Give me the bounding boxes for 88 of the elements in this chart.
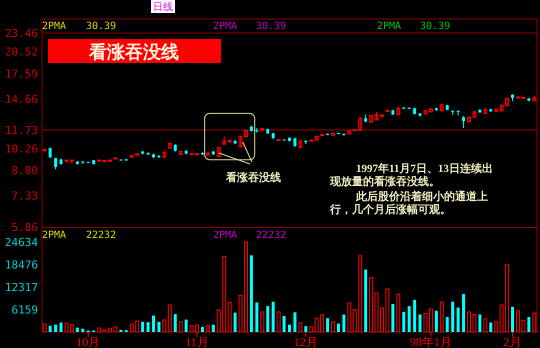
y-tick-label: 8.80 bbox=[12, 164, 38, 178]
bar bbox=[81, 328, 84, 332]
y-tick-label: 17.59 bbox=[4, 67, 38, 80]
x-tick-label: 12月 bbox=[294, 335, 318, 348]
bar bbox=[489, 322, 492, 332]
annotation: 22232 bbox=[256, 230, 286, 241]
text: 看涨吞没线 bbox=[88, 42, 179, 62]
bar bbox=[527, 317, 530, 332]
bar bbox=[440, 302, 444, 332]
bar bbox=[413, 300, 416, 332]
text: 日线 bbox=[153, 1, 173, 13]
candlestick bbox=[48, 146, 52, 158]
bar bbox=[206, 325, 210, 332]
bar bbox=[184, 320, 188, 332]
bar bbox=[391, 304, 394, 332]
bar bbox=[511, 306, 514, 332]
annotation: 22232 bbox=[86, 230, 116, 241]
bar bbox=[54, 324, 58, 332]
candlestick bbox=[216, 146, 221, 158]
bar bbox=[408, 306, 411, 332]
bar bbox=[42, 323, 47, 332]
bar bbox=[462, 294, 466, 332]
bar bbox=[152, 316, 156, 332]
bar bbox=[483, 318, 488, 332]
bar bbox=[402, 312, 406, 332]
y-tick-label: 6159 bbox=[12, 304, 38, 317]
bar bbox=[434, 310, 438, 332]
annotation: 2PMA bbox=[42, 230, 66, 241]
bar bbox=[146, 322, 150, 332]
bar bbox=[200, 326, 204, 332]
x-tick-label: 10月 bbox=[76, 335, 100, 348]
y-tick-label: 12317 bbox=[4, 281, 38, 294]
bar bbox=[336, 324, 340, 332]
bar bbox=[60, 322, 63, 332]
y-tick-label: 5.86 bbox=[12, 221, 38, 234]
annotation: 此后股价沿着细小的通道上行，几个月后涨幅可观。 bbox=[330, 191, 489, 217]
bar bbox=[250, 255, 253, 332]
text: 30.39 bbox=[256, 21, 286, 32]
bar bbox=[234, 312, 237, 332]
text: 2PMA bbox=[213, 21, 238, 32]
text: 2PMA bbox=[377, 21, 402, 32]
candlestick bbox=[462, 116, 466, 128]
annotation: 1997年11月7日、13日连续出现放量的看涨吞没线。 bbox=[330, 163, 494, 189]
x-tick-label: 2月 bbox=[504, 335, 522, 348]
bar bbox=[456, 308, 460, 332]
bar bbox=[276, 311, 281, 332]
bar bbox=[418, 314, 422, 332]
bar bbox=[157, 322, 160, 332]
bar bbox=[478, 314, 482, 332]
bar bbox=[260, 311, 264, 332]
y-tick-label: 11.73 bbox=[4, 124, 38, 137]
bar bbox=[446, 317, 449, 332]
bar bbox=[266, 306, 270, 332]
y-tick-label: 7.33 bbox=[12, 190, 38, 203]
x-tick-label: 98年1月 bbox=[410, 335, 452, 348]
bar bbox=[272, 302, 275, 332]
annotation: 2PMA bbox=[213, 230, 238, 241]
y-tick-label: 10.26 bbox=[4, 142, 38, 156]
bar bbox=[342, 314, 346, 332]
candlestick bbox=[293, 137, 296, 148]
bar bbox=[255, 302, 258, 332]
bar bbox=[331, 321, 336, 332]
bar bbox=[326, 318, 330, 332]
bar bbox=[396, 294, 400, 332]
bar bbox=[76, 328, 79, 332]
bar bbox=[288, 324, 291, 332]
bar bbox=[141, 322, 144, 332]
bar bbox=[282, 316, 286, 332]
x-tick-label: 11月 bbox=[185, 335, 209, 348]
bar bbox=[304, 326, 308, 332]
text: 2PMA bbox=[42, 21, 66, 32]
annotation: 看涨吞没线 bbox=[225, 171, 281, 184]
bar bbox=[212, 324, 215, 332]
bar bbox=[178, 321, 183, 332]
bar bbox=[364, 270, 368, 332]
y-tick-label: 23.46 bbox=[4, 27, 38, 40]
bar bbox=[174, 314, 177, 332]
bar bbox=[298, 322, 302, 332]
bar bbox=[48, 326, 52, 332]
y-tick-label: 20.52 bbox=[4, 46, 38, 59]
bar bbox=[451, 302, 454, 332]
y-tick-label: 24634 bbox=[4, 236, 38, 250]
y-tick-label: 18476 bbox=[4, 258, 38, 272]
bar bbox=[293, 312, 296, 332]
y-tick-label: 14.66 bbox=[4, 92, 38, 106]
text: 30.39 bbox=[86, 21, 116, 32]
bar bbox=[532, 312, 536, 332]
text: 30.39 bbox=[420, 21, 450, 32]
